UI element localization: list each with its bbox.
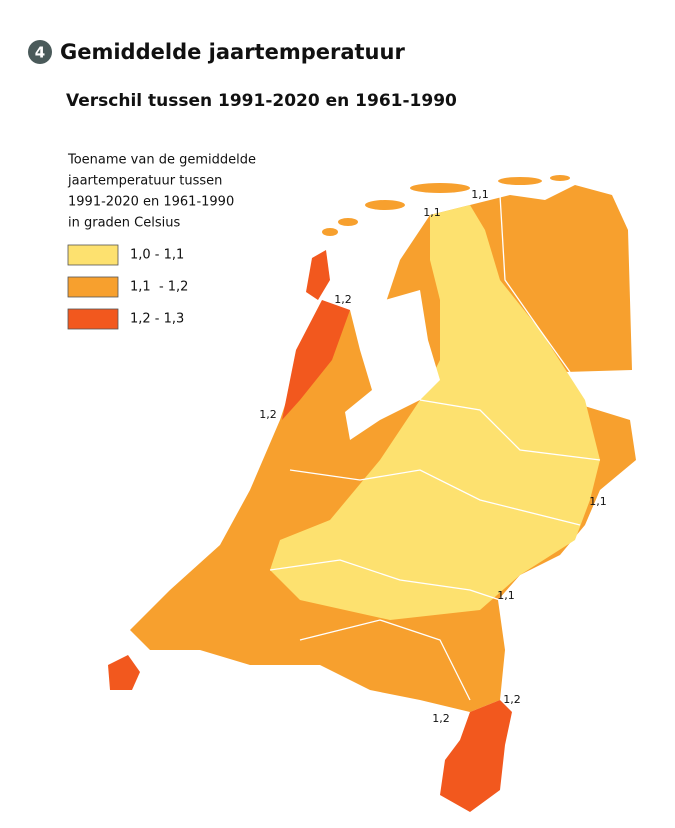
zeeland-tip [108,655,140,690]
legend-title: in graden Celsius [68,216,180,231]
legend-swatch [67,276,119,298]
subtitle: Verschil tussen 1991-2020 en 1961-1990 [66,91,457,111]
legend: 1,0 - 1,1 1,1 - 1,2 1,2 - 1,3 [67,244,188,330]
map-label: 1,1 [471,188,489,201]
legend-title: 1991-2020 en 1961-1990 [68,195,234,210]
map [108,175,636,812]
map-label: 1,2 [334,293,352,306]
title: Gemiddelde jaartemperatuur [60,40,405,64]
legend-title: jaartemperatuur tussen [67,174,222,189]
ijsselmeer [345,290,440,440]
map-label: 1,1 [589,495,607,508]
legend-title: Toename van de gemiddelde [67,153,256,168]
legend-label: 1,1 - 1,2 [130,280,188,295]
legend-swatch [67,308,119,330]
badge [28,40,52,64]
badge-number: 4 [35,44,45,62]
map-label: 1,1 [423,206,441,219]
legend-label: 1,2 - 1,3 [130,312,184,327]
map-label: 1,2 [432,712,450,725]
warming-zone-high [282,300,350,420]
legend-label: 1,0 - 1,1 [130,248,184,263]
map-label: 1,2 [503,693,521,706]
borders [269,194,601,701]
limburg [440,700,512,812]
texel [306,250,330,300]
legend-swatch [67,244,119,266]
islands [322,175,570,236]
map-label: 1,2 [259,408,277,421]
warming-zone-low [270,205,600,620]
map-label: 1,1 [497,589,515,602]
